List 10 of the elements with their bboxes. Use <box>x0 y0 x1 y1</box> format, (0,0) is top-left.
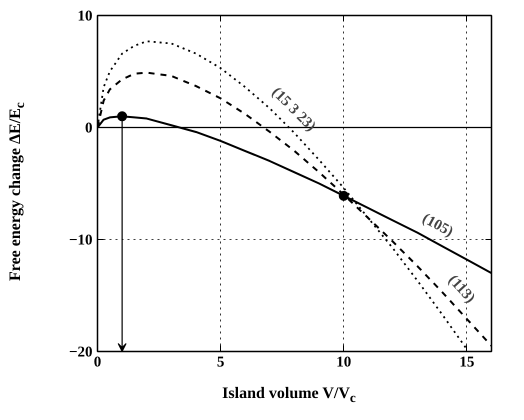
y-tick-label: −10 <box>68 232 93 248</box>
x-tick-label: 10 <box>336 354 352 370</box>
x-tick-label: 5 <box>216 354 224 370</box>
y-tick-label: 10 <box>78 8 92 24</box>
y-tick-label: −20 <box>68 344 93 360</box>
x-axis-title: Island volume V/V$_{c}$ <box>221 385 357 408</box>
annotation: (15 3 23) <box>268 84 319 135</box>
annotation: (105) <box>420 210 456 240</box>
y-tick-label: 0 <box>85 120 92 136</box>
x-tick-label: 15 <box>459 354 474 370</box>
